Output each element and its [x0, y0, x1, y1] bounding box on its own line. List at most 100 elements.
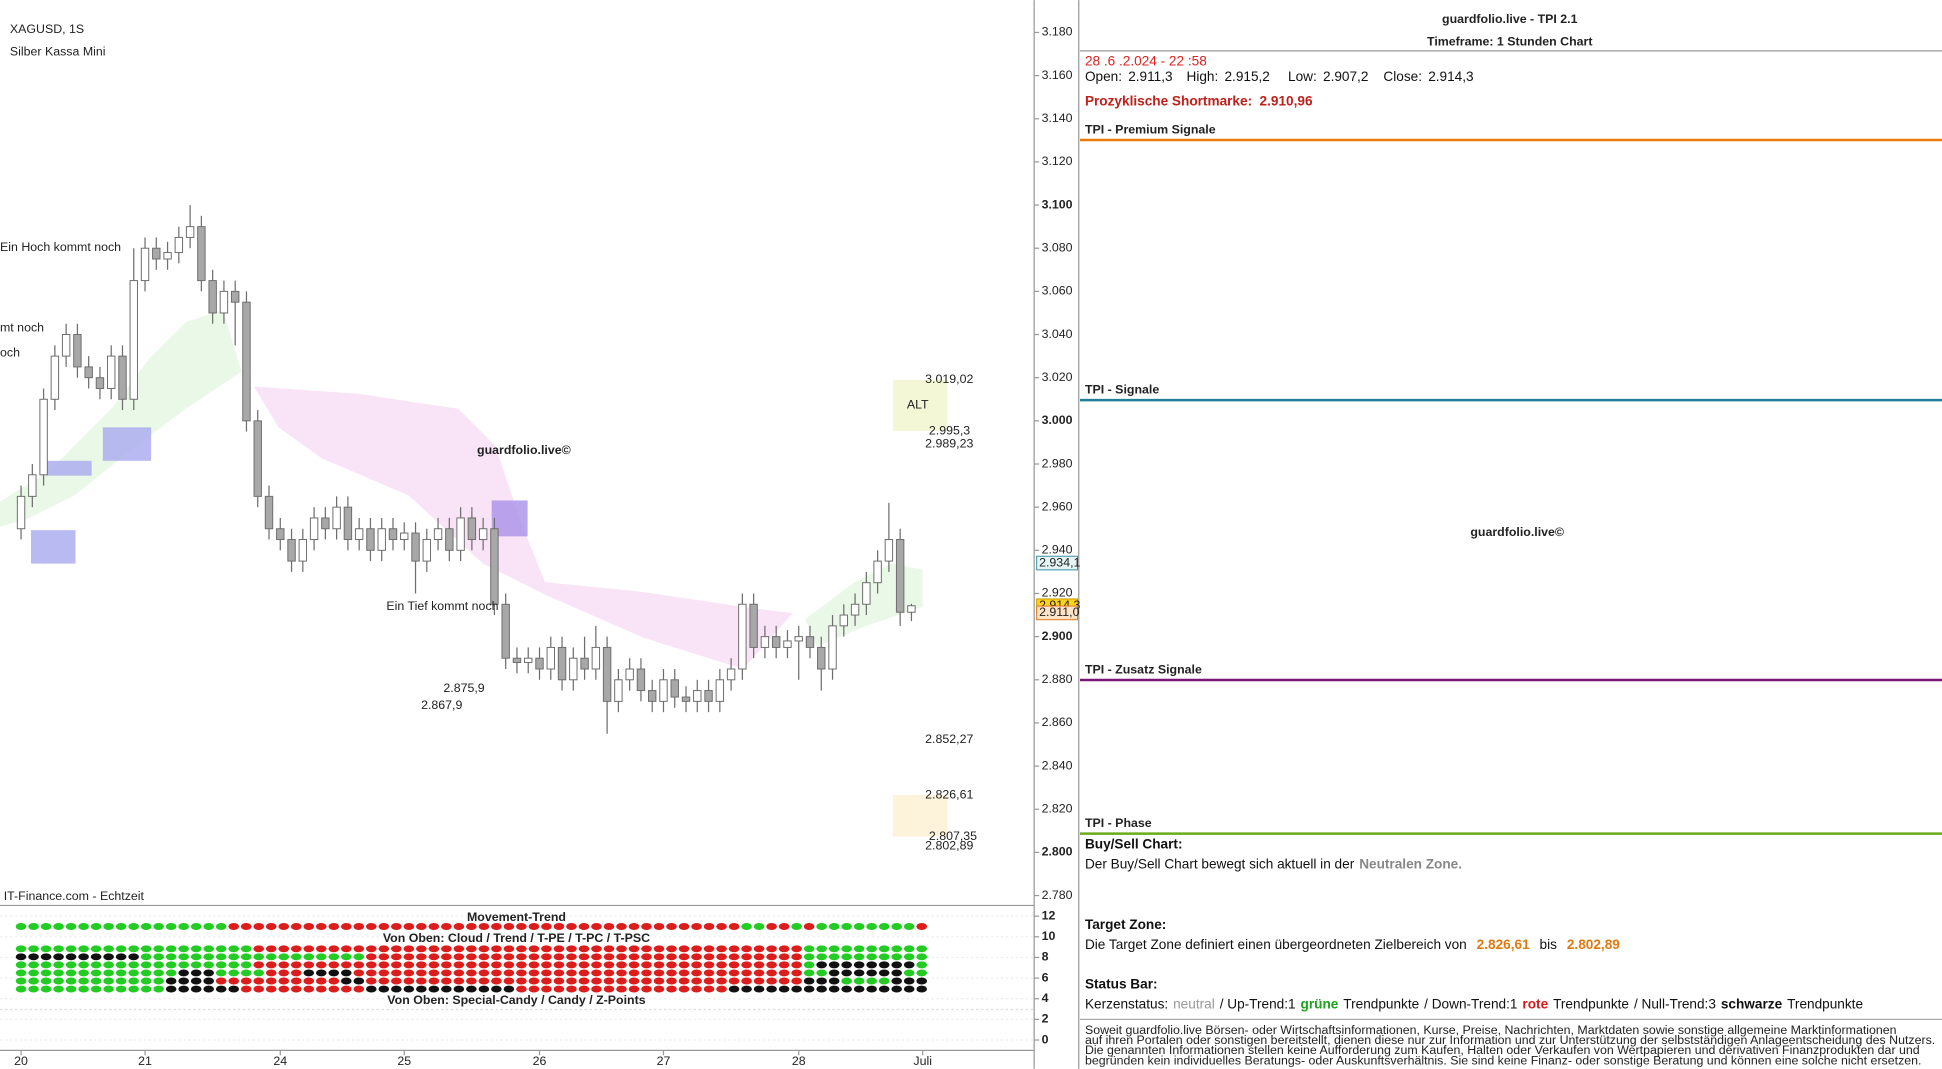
trend-dot: [178, 961, 189, 969]
trend-dot: [566, 945, 577, 953]
candle-body: [805, 636, 815, 648]
trend-dot: [628, 953, 640, 961]
trend-dot: [128, 953, 139, 961]
trend-dot: [878, 985, 890, 993]
trend-dot: [353, 945, 365, 953]
candle-body: [253, 420, 262, 497]
trend-dot: [28, 923, 39, 930]
trend-dot: [190, 953, 202, 961]
trend-dot: [616, 945, 627, 953]
trend-dot: [653, 961, 665, 969]
trend-dot: [140, 945, 152, 953]
y-tick-label: 3.120: [1042, 154, 1073, 168]
trend-dot: [853, 969, 865, 977]
chart-title: XAGUSD, 1S: [10, 22, 84, 36]
buy-sell-zone: Neutralen Zone.: [1359, 856, 1462, 871]
trend-dot: [628, 977, 640, 985]
trend-dot: [153, 985, 164, 993]
trend-dot: [315, 945, 327, 953]
trend-dot: [516, 923, 527, 930]
trend-dot: [678, 945, 690, 953]
trend-dot: [503, 945, 515, 953]
trend-dot: [666, 969, 677, 977]
trend-dot: [828, 985, 840, 993]
trend-dot: [403, 961, 415, 969]
status-part: rote: [1522, 996, 1548, 1011]
trend-dot: [666, 961, 677, 969]
candle-body: [16, 495, 26, 530]
trend-dot: [491, 923, 502, 930]
trend-dot: [916, 945, 928, 953]
trend-dot: [65, 985, 77, 993]
trend-dot: [491, 985, 502, 993]
trend-dot: [641, 923, 652, 930]
trend-dot: [541, 945, 552, 953]
trend-dot: [428, 961, 440, 969]
trend-dot: [453, 985, 465, 993]
trend-dot: [753, 961, 765, 969]
trend-dot: [278, 977, 290, 985]
trend-dot: [240, 977, 252, 985]
candle-body: [704, 690, 713, 702]
trend-dot: [791, 969, 802, 977]
candle-body: [794, 636, 803, 642]
trend-dot: [853, 945, 865, 953]
trend-dot: [753, 969, 765, 977]
annotation: Ein Tief kommt noch: [386, 599, 498, 613]
trend-tick-label: 0: [1042, 1032, 1049, 1046]
trend-dot: [528, 953, 540, 961]
trend-dot: [778, 985, 790, 993]
trend-dot: [115, 923, 127, 930]
trend-dot: [903, 969, 915, 977]
trend-dot: [40, 977, 52, 985]
trend-dot: [903, 923, 915, 930]
trend-dot: [641, 985, 652, 993]
status-part: Kerzenstatus:: [1085, 996, 1168, 1011]
trend-dot: [428, 945, 440, 953]
trend-dot: [353, 961, 365, 969]
ohlc-item: High: 2.915,2: [1187, 68, 1270, 83]
trend-dot: [165, 945, 177, 953]
candle-body: [862, 582, 871, 605]
trend-dot: [441, 977, 452, 985]
trend-dot: [53, 923, 64, 930]
trend-dot: [378, 953, 390, 961]
trend-dot: [528, 923, 540, 930]
trend-dot: [15, 977, 27, 985]
trend-dot: [778, 977, 790, 985]
trend-dot: [65, 961, 77, 969]
candle-body: [388, 528, 398, 541]
trend-dot: [378, 985, 390, 993]
trend-dot: [541, 953, 552, 961]
trend-dot: [653, 985, 665, 993]
trend-dot: [90, 953, 102, 961]
trend-dot: [203, 945, 215, 953]
y-tick-label: 2.940: [1042, 543, 1073, 557]
trend-dot: [791, 977, 802, 985]
trend-dot: [891, 945, 903, 953]
trend-dot: [190, 923, 202, 930]
candle-body: [174, 236, 184, 254]
trend-dot: [616, 977, 627, 985]
y-tick-label: 2.860: [1042, 715, 1073, 729]
trend-dot: [453, 969, 465, 977]
marker-box: [102, 427, 152, 461]
trend-dot: [828, 969, 840, 977]
trend-dot: [265, 945, 277, 953]
trend-dot: [903, 985, 915, 993]
trend-dot: [853, 953, 865, 961]
trend-dot: [416, 985, 427, 993]
buy-sell-sentence: Der Buy/Sell Chart bewegt sich aktuell i…: [1085, 856, 1355, 871]
trend-dot: [541, 969, 552, 977]
trend-dot: [766, 985, 777, 993]
trend-dot: [703, 977, 715, 985]
trend-dot: [591, 969, 602, 977]
trend-dot: [741, 961, 752, 969]
zone: [892, 379, 948, 431]
candle-body: [738, 603, 747, 670]
trend-dot: [478, 977, 490, 985]
y-tick-label: 3.020: [1042, 370, 1073, 384]
trend-dot: [566, 969, 577, 977]
trend-dot: [53, 945, 64, 953]
ohlc-value: 2.907,2: [1323, 68, 1368, 83]
